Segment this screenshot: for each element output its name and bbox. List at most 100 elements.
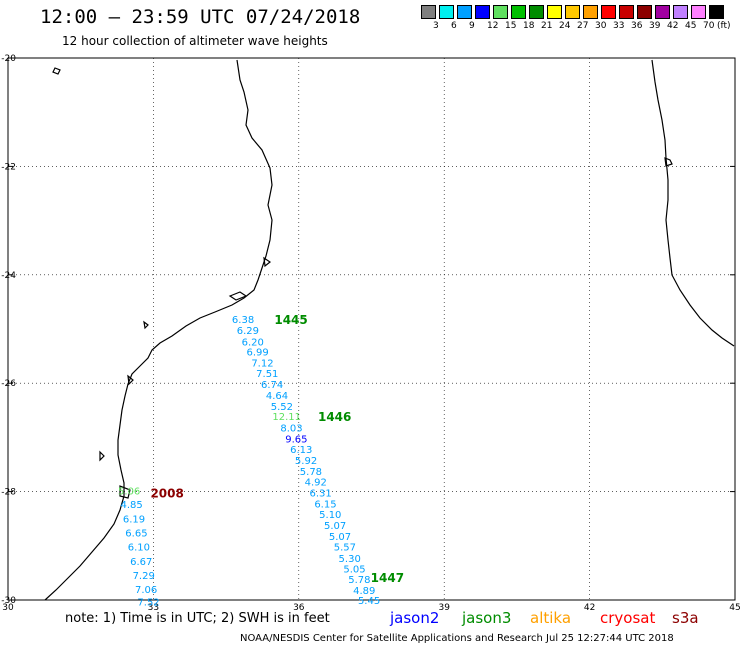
legend-swatch xyxy=(691,5,706,19)
swh-value-label: 5.52 xyxy=(271,402,293,413)
lon-tick-label: 45 xyxy=(729,603,740,613)
lon-tick-label: 30 xyxy=(2,603,14,613)
map-frame xyxy=(7,57,736,601)
legend-label: 12 xyxy=(487,21,499,31)
coastline xyxy=(44,59,735,601)
legend-label: 33 xyxy=(613,21,625,31)
swh-value-label: 4.64 xyxy=(266,391,288,402)
swh-value-label: 5.07 xyxy=(324,521,346,532)
legend-label: 70 xyxy=(703,21,715,31)
lon-tick-label: 39 xyxy=(438,603,450,613)
lat-tick-label: -20 xyxy=(1,54,16,64)
lat-tick-label: -22 xyxy=(1,162,16,172)
swh-value-label: 6.20 xyxy=(242,337,264,348)
swh-value-label: 4.85 xyxy=(120,500,142,511)
legend-label: 3 xyxy=(433,21,439,31)
swh-value-label: 4.89 xyxy=(353,586,375,597)
track-time-label: 1447 xyxy=(371,571,404,585)
satellite-altika: altika xyxy=(530,609,572,627)
lon-tick-label: 33 xyxy=(148,603,159,613)
swh-value-label: 7.52 xyxy=(137,597,159,608)
swh-value-label: 5.05 xyxy=(343,564,365,575)
swh-value-label: 8.03 xyxy=(280,423,302,434)
satellite-cryosat: cryosat xyxy=(600,609,656,627)
legend-swatch xyxy=(565,5,580,19)
swh-value-label: 5.78 xyxy=(348,575,370,586)
swh-value-label: 6.31 xyxy=(309,488,331,499)
swh-value-label: 5.57 xyxy=(334,543,356,554)
lat-tick-label: -28 xyxy=(1,488,16,498)
swh-value-label: 7.51 xyxy=(256,369,278,380)
legend-swatch xyxy=(457,5,472,19)
swh-value-label: 6.10 xyxy=(128,543,150,554)
legend-label: 15 xyxy=(505,21,517,31)
lat-tick-label: -24 xyxy=(1,271,16,281)
track-time-label: 2008 xyxy=(150,486,183,500)
swh-value-label: 6.74 xyxy=(261,380,283,391)
map-subtitle: 12 hour collection of altimeter wave hei… xyxy=(62,34,328,48)
altimeter-tracks: 6.386.296.206.997.127.516.744.645.52 1445… xyxy=(118,313,404,608)
swh-value-label: 5.10 xyxy=(319,510,341,521)
legend-swatch xyxy=(637,5,652,19)
swh-value-label: 6.38 xyxy=(232,315,254,326)
swh-value-label: 5.06 xyxy=(118,486,140,497)
footer-credit: NOAA/NESDIS Center for Satellite Applica… xyxy=(240,633,674,644)
track-time-label: 1446 xyxy=(318,410,351,424)
swh-value-label: 6.99 xyxy=(246,348,268,359)
swh-value-label: 5.92 xyxy=(295,456,317,467)
swh-value-label: 6.15 xyxy=(314,499,336,510)
swh-value-label: 5.30 xyxy=(339,554,361,565)
satellite-s3a: s3a xyxy=(672,609,699,627)
legend-swatch xyxy=(619,5,634,19)
swh-value-label: 7.06 xyxy=(135,585,157,596)
legend-swatch xyxy=(511,5,526,19)
legend-swatch xyxy=(601,5,616,19)
swh-value-label: 6.67 xyxy=(130,557,152,568)
legend-swatch xyxy=(475,5,490,19)
swh-value-label: 6.65 xyxy=(125,529,147,540)
legend-swatch xyxy=(583,5,598,19)
legend-label: 39 xyxy=(649,21,661,31)
legend-swatch xyxy=(547,5,562,19)
swh-value-label: 9.65 xyxy=(285,434,307,445)
note-text: note: 1) Time is in UTC; 2) SWH is in fe… xyxy=(65,611,330,626)
legend-label: 27 xyxy=(577,21,589,31)
legend-swatch xyxy=(709,5,724,19)
lat-tick-label: -26 xyxy=(1,379,16,389)
legend-label: 9 xyxy=(469,21,475,31)
legend-swatch xyxy=(493,5,508,19)
swh-value-label: 5.07 xyxy=(329,532,351,543)
legend-label: 45 xyxy=(685,21,697,31)
legend-swatch xyxy=(673,5,688,19)
swh-value-label: 7.12 xyxy=(251,358,273,369)
lat-tick-label: -30 xyxy=(1,596,16,606)
map-title: 12:00 – 23:59 UTC 07/24/2018 xyxy=(40,6,361,28)
track-time-label: 1445 xyxy=(274,313,307,327)
satellite-jason2: jason2 xyxy=(390,609,440,627)
lon-tick-label: 42 xyxy=(584,603,595,613)
legend-label: 30 xyxy=(595,21,607,31)
legend-unit: (ft) xyxy=(717,21,731,31)
swh-value-label: 5.45 xyxy=(358,596,380,607)
swh-value-label: 6.13 xyxy=(290,445,312,456)
swh-value-label: 7.29 xyxy=(133,571,155,582)
swh-value-label: 6.19 xyxy=(123,514,145,525)
lon-tick-label: 36 xyxy=(293,603,305,613)
legend-swatch xyxy=(439,5,454,19)
legend-label: 42 xyxy=(667,21,679,31)
legend-label: 18 xyxy=(523,21,535,31)
swh-value-label: 4.92 xyxy=(305,478,327,489)
swh-value-label: 5.78 xyxy=(300,467,322,478)
legend-label: 36 xyxy=(631,21,643,31)
legend-label: 21 xyxy=(541,21,553,31)
legend-label: 24 xyxy=(559,21,571,31)
satellite-jason3: jason3 xyxy=(462,609,512,627)
legend-swatch xyxy=(529,5,544,19)
legend-swatch xyxy=(655,5,670,19)
swh-value-label: 6.29 xyxy=(237,326,259,337)
swh-value-label: 12.11 xyxy=(272,412,301,423)
legend-swatch xyxy=(421,5,436,19)
legend-label: 6 xyxy=(451,21,457,31)
